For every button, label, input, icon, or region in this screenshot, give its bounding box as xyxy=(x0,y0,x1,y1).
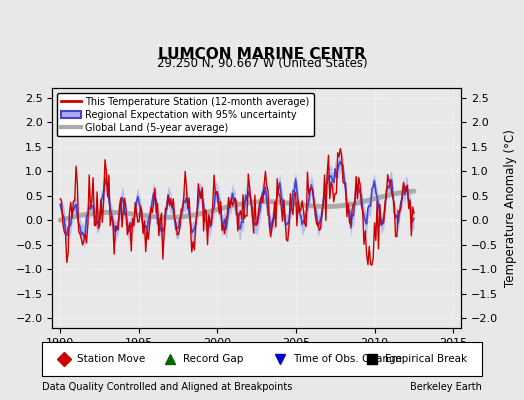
Text: Record Gap: Record Gap xyxy=(183,354,243,364)
Text: Data Quality Controlled and Aligned at Breakpoints: Data Quality Controlled and Aligned at B… xyxy=(42,382,292,392)
Text: Empirical Break: Empirical Break xyxy=(385,354,467,364)
Text: Berkeley Earth: Berkeley Earth xyxy=(410,382,482,392)
Y-axis label: Temperature Anomaly (°C): Temperature Anomaly (°C) xyxy=(504,129,517,287)
Legend: This Temperature Station (12-month average), Regional Expectation with 95% uncer: This Temperature Station (12-month avera… xyxy=(57,93,313,136)
Text: Station Move: Station Move xyxy=(77,354,145,364)
Text: 29.250 N, 90.667 W (United States): 29.250 N, 90.667 W (United States) xyxy=(157,57,367,70)
Text: Time of Obs. Change: Time of Obs. Change xyxy=(293,354,402,364)
Text: LUMCON MARINE CENTR: LUMCON MARINE CENTR xyxy=(158,47,366,62)
FancyBboxPatch shape xyxy=(42,342,482,376)
